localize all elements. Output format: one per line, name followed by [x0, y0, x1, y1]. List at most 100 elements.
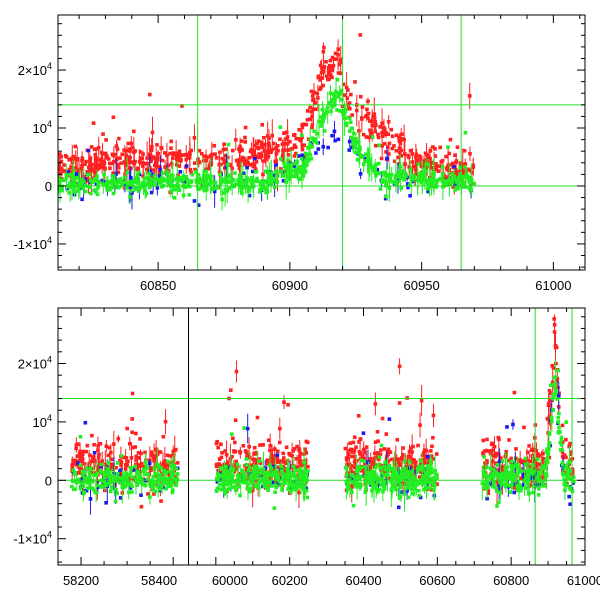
point-green: [197, 187, 202, 191]
point-green: [291, 485, 296, 489]
point-green: [104, 481, 109, 486]
point-red: [243, 125, 248, 130]
point-red: [423, 151, 428, 156]
point-green: [269, 466, 274, 470]
point-red: [428, 156, 432, 161]
point-red: [163, 151, 167, 155]
point-green: [536, 472, 541, 477]
point-green: [349, 126, 354, 131]
point-red: [366, 99, 370, 104]
point-green: [351, 142, 355, 147]
point-green: [232, 184, 236, 189]
point-red: [96, 444, 100, 448]
point-red: [112, 442, 116, 446]
point-blue: [426, 189, 430, 194]
point-green: [261, 467, 266, 471]
point-red: [276, 148, 280, 153]
point-green: [165, 459, 170, 464]
point-red: [109, 462, 113, 466]
point-green: [398, 485, 403, 489]
point-red: [134, 462, 138, 467]
point-blue: [361, 431, 366, 435]
point-green: [282, 164, 287, 169]
point-green: [415, 483, 419, 487]
point-green: [406, 485, 410, 490]
point-green: [226, 469, 230, 474]
point-red: [315, 91, 320, 96]
point-green: [378, 487, 382, 492]
point-red: [100, 165, 104, 169]
point-red: [80, 452, 85, 457]
point-green: [157, 474, 161, 478]
point-green: [215, 486, 220, 491]
point-red: [98, 442, 103, 446]
point-red: [411, 457, 416, 462]
point-red: [537, 462, 542, 466]
point-green: [368, 471, 372, 476]
point-green: [390, 179, 395, 184]
point-red: [419, 398, 424, 403]
point-red: [161, 460, 166, 465]
point-red: [401, 481, 405, 486]
point-green: [403, 171, 408, 176]
point-red: [187, 153, 192, 157]
point-red: [425, 165, 429, 169]
y-tick-label: 0: [45, 473, 52, 488]
point-red: [276, 465, 281, 470]
point-red: [313, 107, 318, 112]
point-green: [116, 178, 121, 182]
point-green: [67, 191, 71, 195]
point-green: [550, 419, 554, 424]
point-red: [380, 121, 384, 125]
point-green: [273, 170, 278, 174]
point-red: [355, 458, 359, 463]
point-green: [387, 186, 392, 190]
point-red: [499, 456, 503, 460]
point-red: [252, 452, 256, 456]
point-green: [318, 124, 323, 128]
point-green: [145, 477, 150, 481]
point-green: [305, 152, 310, 157]
point-green: [353, 145, 358, 150]
panel-bottom: 58200 58400 60000 60200 60400 60600 60800 61000…: [13, 307, 600, 588]
point-red: [270, 458, 275, 463]
point-green: [394, 174, 399, 179]
point-green: [288, 473, 293, 477]
point-red: [428, 149, 433, 153]
point-green: [525, 481, 530, 486]
point-red: [401, 453, 405, 457]
point-green: [450, 171, 455, 176]
point-red: [512, 390, 517, 395]
point-green: [384, 180, 389, 185]
point-red: [126, 141, 131, 146]
point-red: [486, 449, 491, 453]
point-blue: [258, 474, 263, 478]
point-green: [497, 500, 501, 504]
point-green: [507, 470, 512, 475]
point-green: [252, 476, 257, 481]
point-red: [376, 135, 381, 140]
point-green: [536, 493, 541, 497]
point-green: [446, 145, 450, 149]
point-red: [172, 448, 177, 453]
point-red: [348, 441, 352, 445]
point-green: [88, 185, 92, 190]
point-green: [272, 185, 277, 190]
point-green: [444, 183, 449, 187]
point-green: [141, 469, 146, 473]
point-blue: [224, 165, 229, 169]
point-red: [387, 152, 391, 156]
point-green: [408, 168, 412, 172]
point-red: [290, 146, 295, 151]
point-green: [228, 471, 232, 476]
point-green: [395, 473, 399, 478]
point-green: [355, 157, 360, 162]
point-red: [408, 148, 413, 153]
point-blue: [375, 167, 380, 172]
point-green: [562, 482, 566, 486]
point-red: [313, 100, 317, 105]
point-green: [383, 171, 387, 176]
point-red: [111, 171, 115, 175]
point-green: [383, 464, 387, 469]
point-red: [294, 136, 298, 141]
